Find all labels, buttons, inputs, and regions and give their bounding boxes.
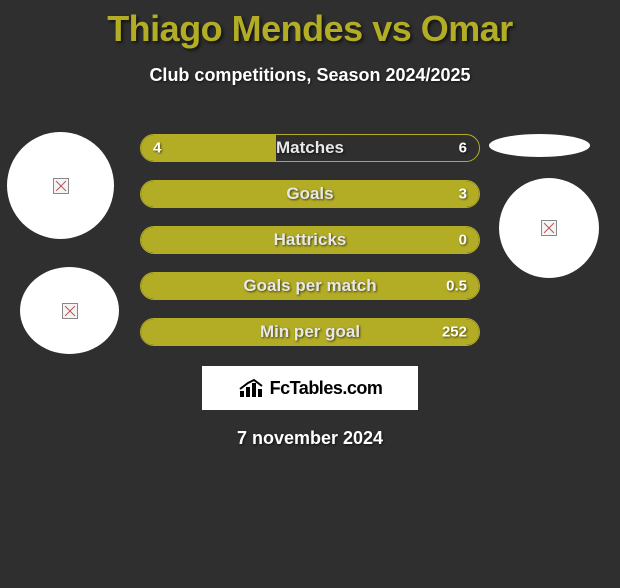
stat-left-value: 4 bbox=[153, 140, 161, 157]
stat-row-min-per-goal: Min per goal 252 bbox=[140, 318, 480, 346]
stat-label: Matches bbox=[276, 138, 344, 158]
generated-date: 7 november 2024 bbox=[0, 428, 620, 449]
stat-right-value: 0.5 bbox=[446, 278, 467, 295]
stat-label: Min per goal bbox=[260, 322, 360, 342]
stat-row-goals: Goals 3 bbox=[140, 180, 480, 208]
image-placeholder-icon bbox=[541, 220, 557, 236]
stat-right-value: 252 bbox=[442, 324, 467, 341]
stat-label: Goals bbox=[286, 184, 333, 204]
player1-club-badge bbox=[20, 267, 119, 354]
stat-row-goals-per-match: Goals per match 0.5 bbox=[140, 272, 480, 300]
page-subtitle: Club competitions, Season 2024/2025 bbox=[0, 65, 620, 86]
image-placeholder-icon bbox=[62, 303, 78, 319]
stat-row-matches: 4 Matches 6 bbox=[140, 134, 480, 162]
brand-box: FcTables.com bbox=[202, 366, 418, 410]
stat-right-value: 0 bbox=[459, 232, 467, 249]
player2-club-badge bbox=[489, 134, 590, 157]
stat-label: Goals per match bbox=[243, 276, 376, 296]
player2-avatar bbox=[499, 178, 599, 278]
stat-right-value: 3 bbox=[459, 186, 467, 203]
player1-avatar bbox=[7, 132, 114, 239]
stats-bars: 4 Matches 6 Goals 3 Hattricks 0 Goals pe… bbox=[140, 134, 480, 346]
page-title: Thiago Mendes vs Omar bbox=[0, 8, 620, 50]
image-placeholder-icon bbox=[53, 178, 69, 194]
stat-right-value: 6 bbox=[459, 140, 467, 157]
stat-label: Hattricks bbox=[274, 230, 347, 250]
brand-text: FcTables.com bbox=[270, 378, 383, 399]
stat-row-hattricks: Hattricks 0 bbox=[140, 226, 480, 254]
brand-chart-icon bbox=[238, 377, 264, 399]
